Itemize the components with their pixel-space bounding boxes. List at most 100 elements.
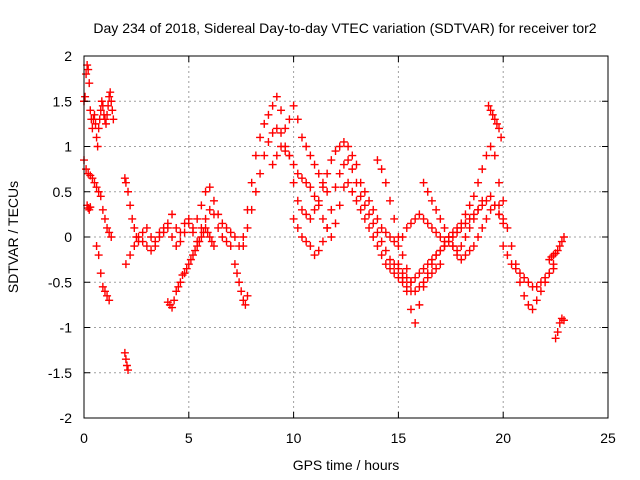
data-point	[222, 237, 231, 246]
data-point	[102, 119, 111, 128]
data-point	[247, 178, 256, 187]
data-point	[243, 291, 252, 300]
data-point	[339, 137, 348, 146]
data-point	[310, 205, 319, 214]
data-point	[503, 251, 512, 260]
data-point	[369, 205, 378, 214]
data-point	[180, 269, 189, 278]
data-point	[98, 282, 107, 291]
data-point	[469, 242, 478, 251]
data-point	[92, 133, 101, 142]
data-point	[120, 174, 129, 183]
data-point	[415, 269, 424, 278]
data-point	[469, 214, 478, 223]
data-point	[107, 97, 116, 106]
data-point	[214, 223, 223, 232]
data-point	[285, 115, 294, 124]
data-point	[235, 278, 244, 287]
data-point	[411, 287, 420, 296]
data-point	[302, 178, 311, 187]
data-point	[555, 242, 564, 251]
data-point	[195, 237, 204, 246]
data-point	[297, 205, 306, 214]
data-point	[461, 219, 470, 228]
data-point	[100, 214, 109, 223]
data-point	[172, 223, 181, 232]
y-tick-label: -0.5	[48, 274, 72, 290]
data-point	[444, 233, 453, 241]
data-point	[318, 183, 327, 192]
data-point	[474, 178, 483, 187]
data-point	[293, 115, 302, 124]
data-point	[377, 165, 386, 174]
data-point	[402, 223, 411, 232]
data-point	[327, 233, 336, 241]
data-point	[545, 269, 554, 278]
data-point	[84, 169, 93, 178]
data-point	[365, 210, 374, 219]
data-point	[478, 165, 487, 174]
data-point	[289, 178, 298, 187]
data-point	[515, 278, 524, 287]
data-point	[209, 196, 218, 205]
data-point	[310, 192, 319, 201]
data-point	[90, 110, 99, 119]
y-tick-label: 0	[64, 229, 72, 245]
data-point	[390, 237, 399, 246]
data-point	[268, 101, 277, 110]
data-point	[553, 328, 562, 337]
data-point	[415, 300, 424, 309]
data-point	[302, 237, 311, 246]
y-tick-label: 0.5	[53, 184, 73, 200]
y-tick-label: 1.5	[53, 93, 73, 109]
data-point	[239, 296, 248, 305]
data-point	[331, 183, 340, 192]
data-point	[411, 318, 420, 327]
data-point	[293, 196, 302, 205]
data-point	[178, 271, 187, 280]
data-point	[293, 223, 302, 232]
data-point	[277, 128, 286, 137]
chart-title: Day 234 of 2018, Sidereal Day-to-day VTE…	[93, 20, 596, 36]
data-point	[197, 233, 206, 241]
x-axis-title: GPS time / hours	[293, 457, 400, 473]
data-point	[486, 106, 495, 115]
data-point	[172, 242, 181, 251]
data-point	[323, 169, 332, 178]
data-point	[398, 273, 407, 282]
data-point	[92, 242, 101, 251]
data-point	[126, 201, 135, 210]
data-point	[306, 242, 315, 251]
data-point	[469, 192, 478, 201]
data-point	[461, 251, 470, 260]
data-point	[138, 228, 147, 237]
data-point	[94, 251, 103, 260]
data-point	[86, 106, 95, 115]
data-point	[339, 160, 348, 169]
data-point	[432, 228, 441, 237]
data-point	[427, 196, 436, 205]
data-point	[260, 119, 269, 128]
data-point	[306, 183, 315, 192]
data-point	[381, 178, 390, 187]
data-point	[124, 366, 133, 375]
data-point	[484, 101, 493, 110]
data-point	[495, 124, 504, 133]
data-point	[205, 183, 214, 192]
data-point	[94, 124, 103, 133]
data-point	[310, 251, 319, 260]
data-point	[142, 242, 151, 251]
y-tick-label: -1	[60, 320, 73, 336]
data-point	[91, 119, 100, 128]
data-point	[406, 305, 415, 314]
data-point	[277, 106, 286, 115]
data-point	[130, 242, 139, 251]
data-point	[201, 214, 210, 223]
data-point	[90, 178, 99, 187]
data-point	[335, 142, 344, 151]
data-point	[230, 233, 239, 241]
data-point	[436, 214, 445, 223]
data-point	[486, 142, 495, 151]
data-point	[423, 187, 432, 196]
